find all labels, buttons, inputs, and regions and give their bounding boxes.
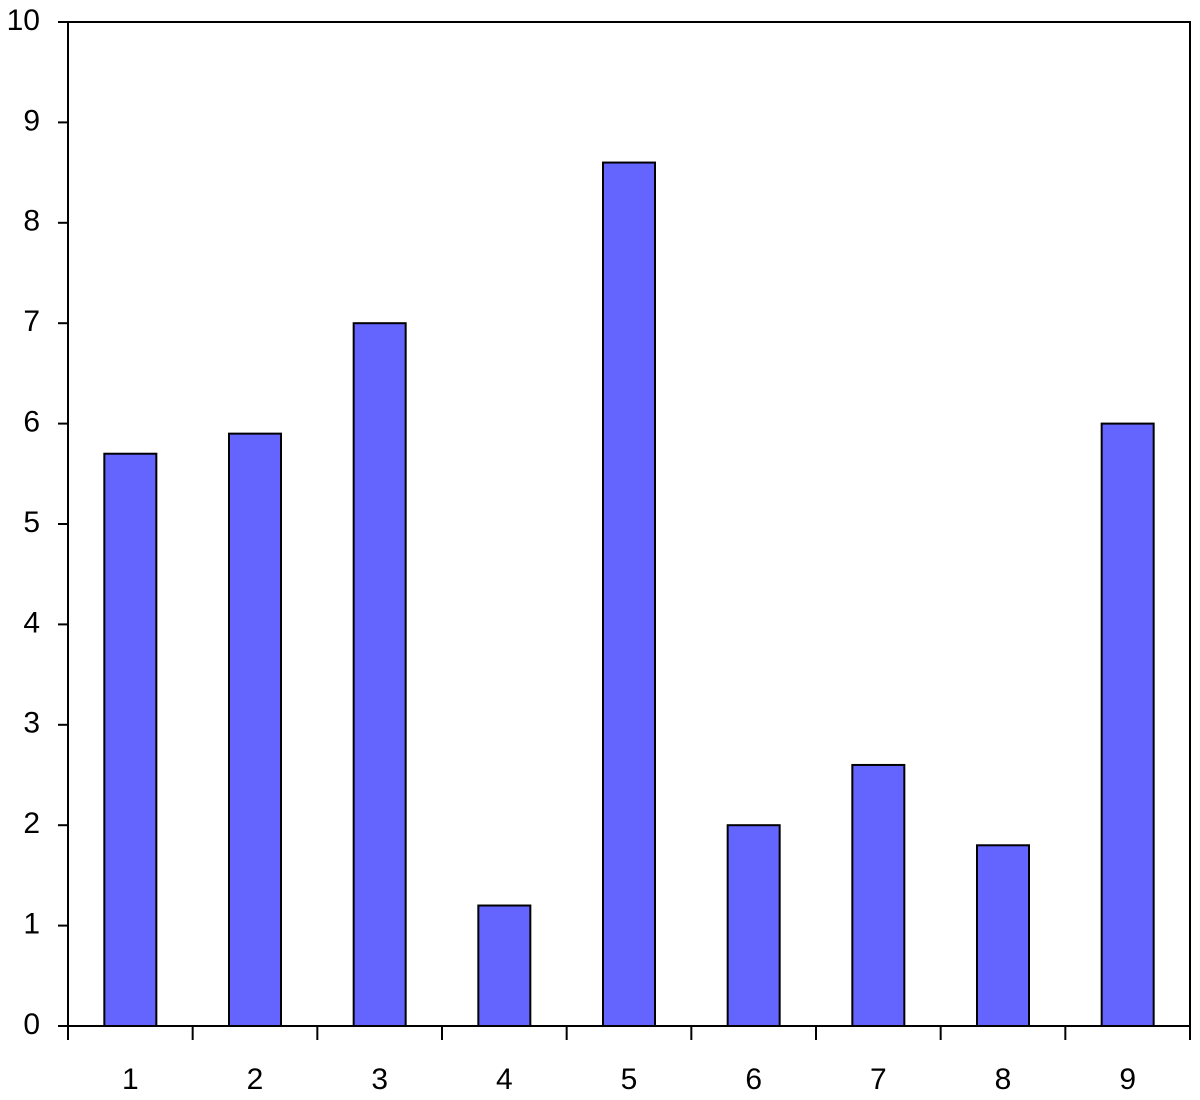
y-tick-label: 10 [7,4,40,37]
x-tick-label: 6 [745,1063,762,1096]
y-tick-label: 0 [23,1008,40,1041]
bar [602,161,656,1027]
y-tick-label: 1 [23,908,40,941]
bar [1100,422,1155,1028]
y-tick-label: 8 [23,205,40,238]
y-tick-label: 4 [23,606,40,639]
bar [477,904,532,1028]
x-tick-label: 9 [1119,1063,1136,1096]
bar [726,824,781,1028]
x-tick-label: 3 [371,1063,388,1096]
bar [228,432,282,1027]
x-tick-label: 7 [870,1063,887,1096]
bar [352,322,407,1027]
bar [976,844,1030,1028]
bar [103,452,158,1028]
x-tick-label: 1 [122,1063,139,1096]
y-tick-label: 7 [23,305,40,338]
y-tick-label: 6 [23,406,40,439]
y-tick-label: 3 [23,707,40,740]
y-tick-label: 2 [23,807,40,840]
x-tick-label: 8 [995,1063,1012,1096]
bar [851,763,906,1028]
x-tick-label: 2 [247,1063,264,1096]
y-tick-label: 9 [23,104,40,137]
y-tick-label: 5 [23,506,40,539]
x-tick-label: 5 [621,1063,638,1096]
x-tick-label: 4 [496,1063,513,1096]
